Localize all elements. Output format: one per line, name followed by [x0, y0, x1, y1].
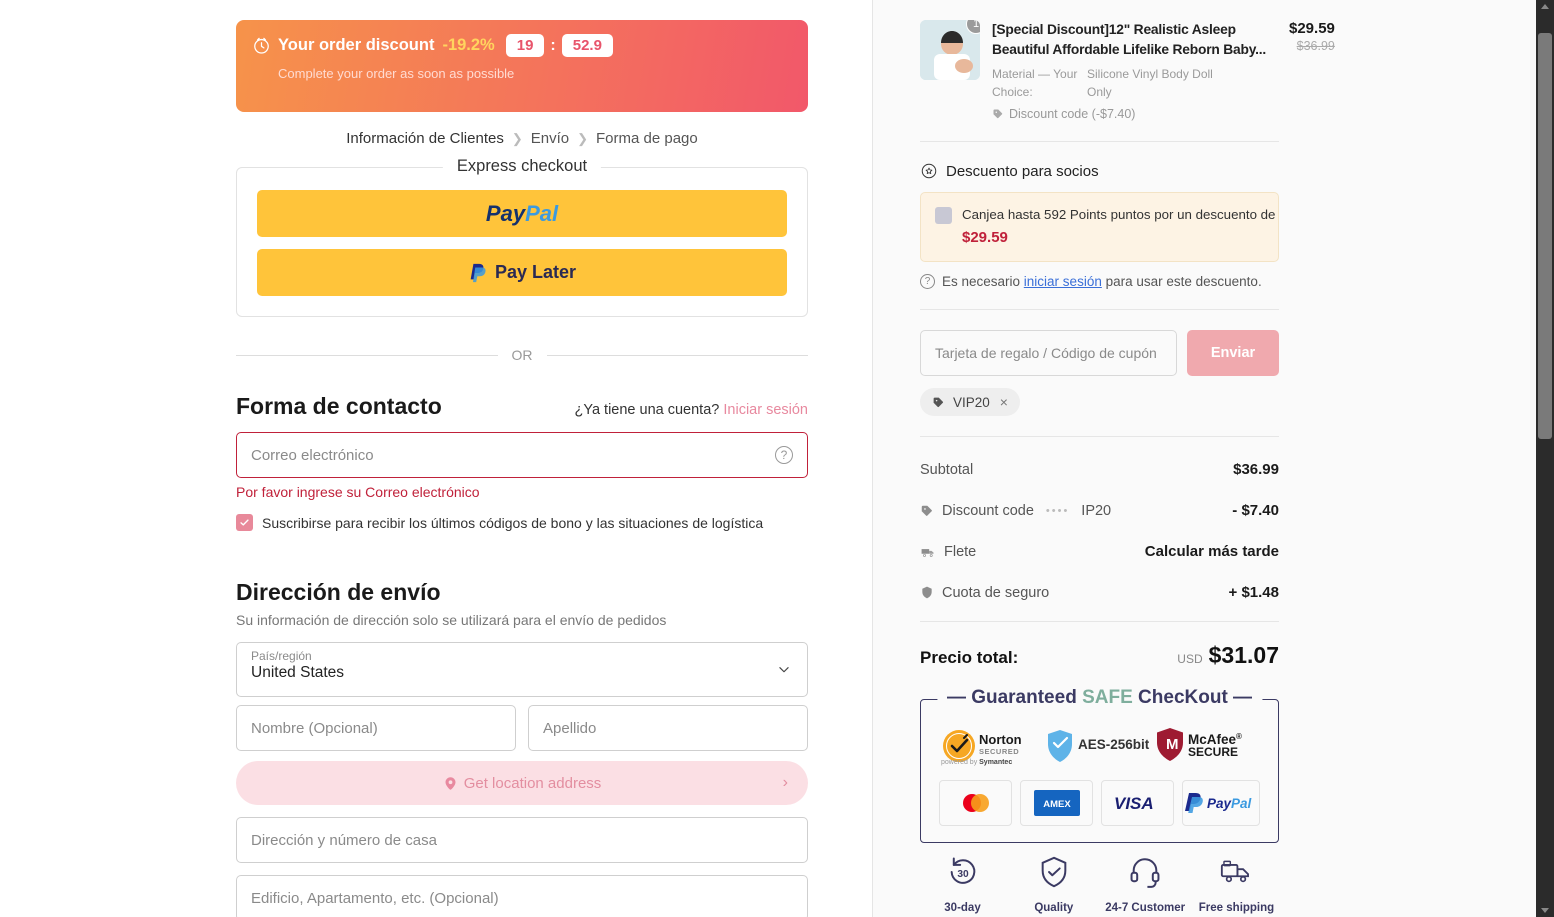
svg-text:PayPal: PayPal	[1207, 796, 1252, 811]
svg-text:SECURED: SECURED	[979, 747, 1019, 756]
svg-text:AMEX: AMEX	[1043, 799, 1071, 810]
svg-text:VISA: VISA	[1114, 794, 1154, 813]
svg-text:Norton: Norton	[979, 732, 1022, 747]
svg-text:M: M	[1166, 736, 1179, 753]
svg-text:30: 30	[957, 869, 969, 880]
svg-text:SECURE: SECURE	[1188, 745, 1238, 759]
svg-text:AES-256bit: AES-256bit	[1078, 737, 1150, 752]
svg-text:powered by Symantec: powered by Symantec	[941, 759, 1012, 766]
